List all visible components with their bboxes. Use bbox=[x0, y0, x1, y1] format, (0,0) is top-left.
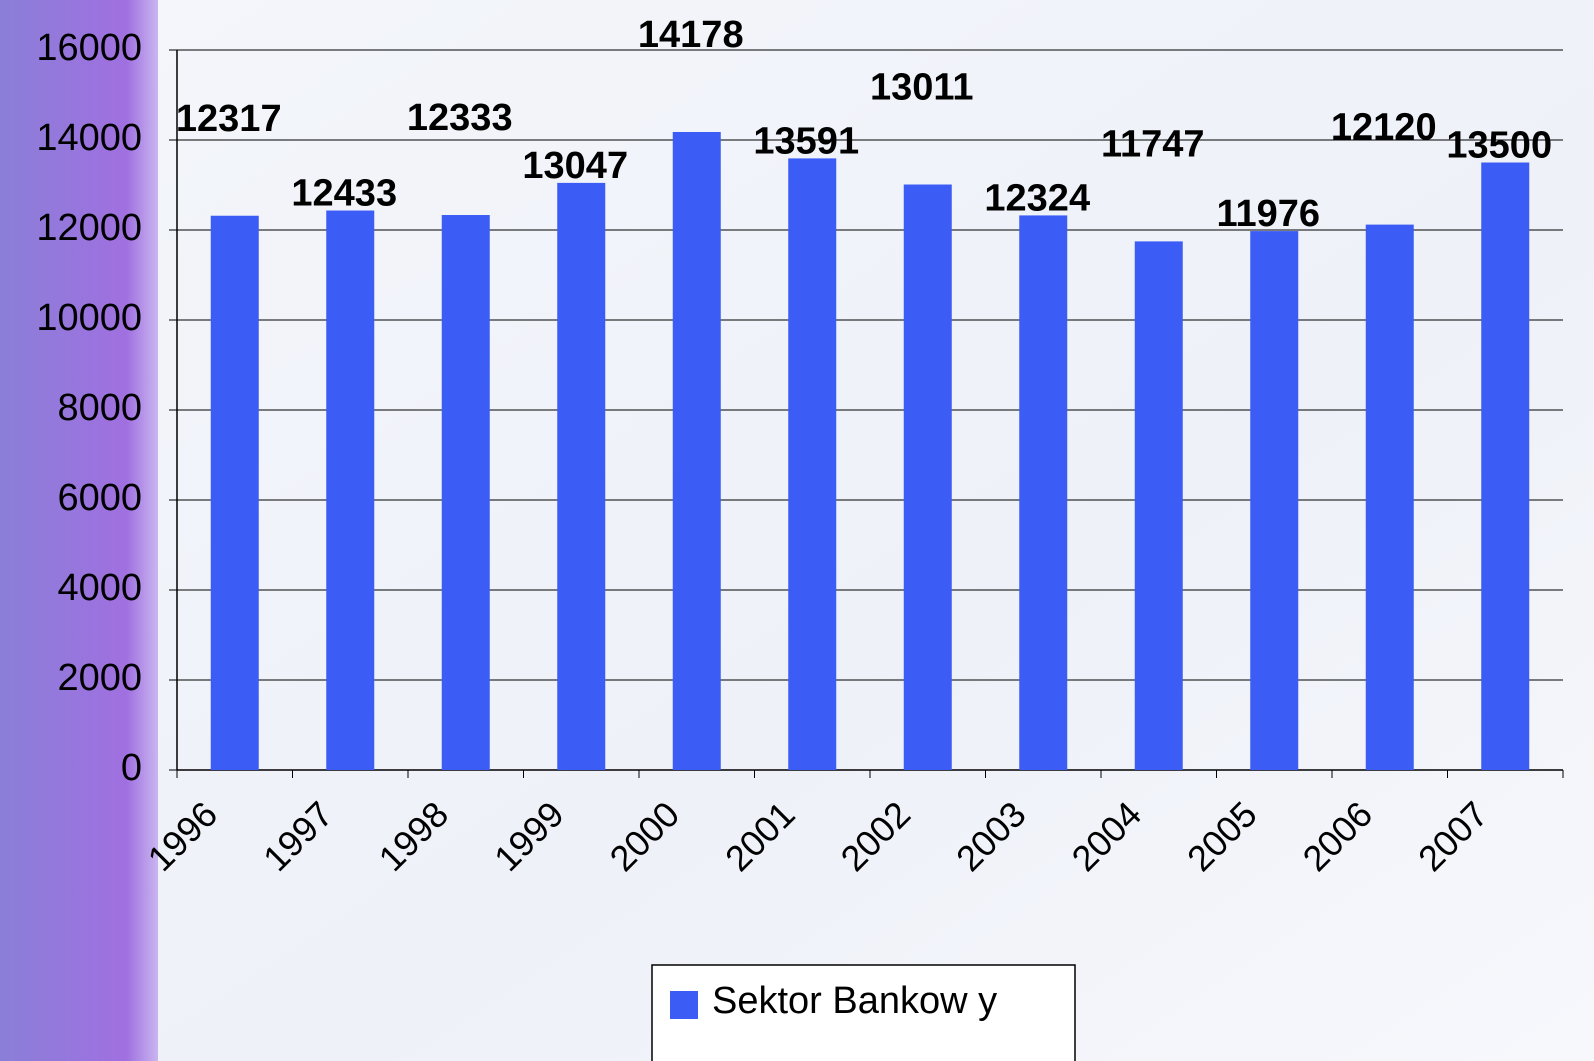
y-tick-label: 14000 bbox=[36, 117, 142, 159]
side-strip bbox=[0, 0, 158, 1061]
value-label: 13500 bbox=[1446, 125, 1552, 167]
bar bbox=[557, 182, 606, 770]
bar bbox=[788, 158, 837, 770]
value-label: 13591 bbox=[753, 120, 859, 162]
value-label: 13011 bbox=[870, 67, 974, 109]
bar bbox=[1134, 241, 1183, 770]
y-tick-label: 4000 bbox=[57, 567, 142, 609]
value-label: 12317 bbox=[176, 98, 282, 140]
bar bbox=[672, 131, 721, 771]
y-tick-label: 6000 bbox=[57, 477, 142, 519]
value-label: 12333 bbox=[407, 97, 513, 139]
y-tick-label: 12000 bbox=[36, 207, 142, 249]
bar bbox=[1481, 162, 1530, 770]
legend: Sektor Bankow y bbox=[651, 964, 1076, 1061]
y-tick-label: 8000 bbox=[57, 387, 142, 429]
value-label: 12120 bbox=[1331, 107, 1437, 149]
value-label: 12433 bbox=[291, 173, 397, 215]
y-tick-label: 0 bbox=[121, 747, 142, 789]
bar bbox=[1250, 231, 1299, 770]
legend-box bbox=[651, 964, 1076, 1061]
bar bbox=[1019, 215, 1068, 771]
bar bbox=[441, 215, 490, 770]
legend-swatch bbox=[670, 991, 698, 1019]
bar bbox=[326, 210, 375, 770]
bar bbox=[1365, 224, 1414, 771]
y-tick-label: 16000 bbox=[36, 27, 142, 69]
value-label: 11976 bbox=[1216, 193, 1320, 235]
legend-label: Sektor Bankow y bbox=[712, 980, 997, 1022]
y-tick-label: 2000 bbox=[57, 657, 142, 699]
value-label: 13047 bbox=[522, 145, 628, 187]
y-tick-label: 10000 bbox=[36, 297, 142, 339]
value-label: 14178 bbox=[638, 14, 744, 56]
value-label: 12324 bbox=[984, 177, 1090, 219]
bar bbox=[903, 184, 952, 770]
value-label: 11747 bbox=[1101, 123, 1205, 165]
bar bbox=[210, 215, 259, 771]
